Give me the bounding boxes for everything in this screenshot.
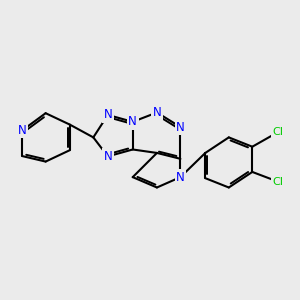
Text: N: N [103, 150, 112, 163]
Text: Cl: Cl [272, 127, 284, 137]
Text: N: N [103, 108, 112, 122]
Text: N: N [18, 124, 26, 137]
Text: Cl: Cl [272, 177, 284, 187]
Text: N: N [128, 115, 137, 128]
Text: N: N [176, 171, 185, 184]
Text: N: N [152, 106, 161, 119]
Text: N: N [176, 121, 185, 134]
